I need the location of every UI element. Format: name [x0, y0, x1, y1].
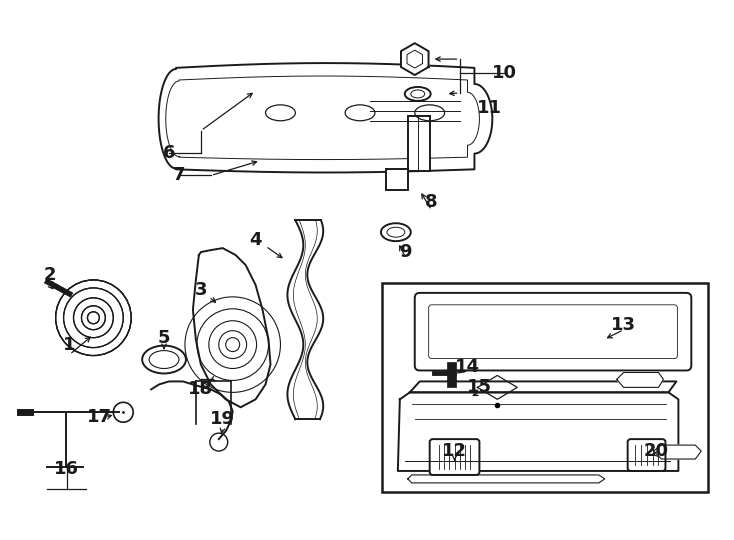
Ellipse shape [381, 223, 411, 241]
Ellipse shape [405, 87, 431, 101]
Text: 11: 11 [477, 99, 502, 117]
Text: 5: 5 [158, 329, 170, 347]
Polygon shape [193, 248, 271, 407]
FancyBboxPatch shape [628, 439, 666, 471]
Text: 4: 4 [250, 231, 262, 249]
Text: 7: 7 [172, 166, 185, 185]
Bar [408, 116, 429, 171]
Text: 10: 10 [492, 64, 517, 82]
Polygon shape [653, 445, 701, 459]
Ellipse shape [142, 346, 186, 374]
Polygon shape [398, 393, 678, 471]
FancyBboxPatch shape [415, 293, 691, 370]
Text: 15: 15 [467, 379, 492, 396]
Text: 3: 3 [195, 281, 207, 299]
Text: 18: 18 [189, 380, 214, 399]
Text: 2: 2 [43, 266, 56, 284]
Text: 6: 6 [163, 144, 175, 161]
Text: 16: 16 [54, 460, 79, 478]
Polygon shape [477, 375, 517, 400]
FancyBboxPatch shape [429, 439, 479, 475]
Text: 20: 20 [644, 442, 669, 460]
Text: 12: 12 [442, 442, 467, 460]
Text: 14: 14 [455, 357, 480, 375]
Text: 1: 1 [63, 336, 76, 354]
Polygon shape [401, 43, 429, 75]
Polygon shape [410, 381, 677, 393]
Text: 13: 13 [611, 316, 636, 334]
Polygon shape [159, 63, 493, 172]
Text: 8: 8 [426, 193, 438, 211]
Circle shape [56, 280, 131, 355]
Polygon shape [408, 475, 605, 483]
Polygon shape [617, 373, 664, 387]
Bar [386, 168, 408, 191]
Text: 9: 9 [399, 243, 412, 261]
Bar [382, 283, 708, 492]
Text: 17: 17 [87, 408, 112, 426]
Text: 19: 19 [210, 410, 235, 428]
